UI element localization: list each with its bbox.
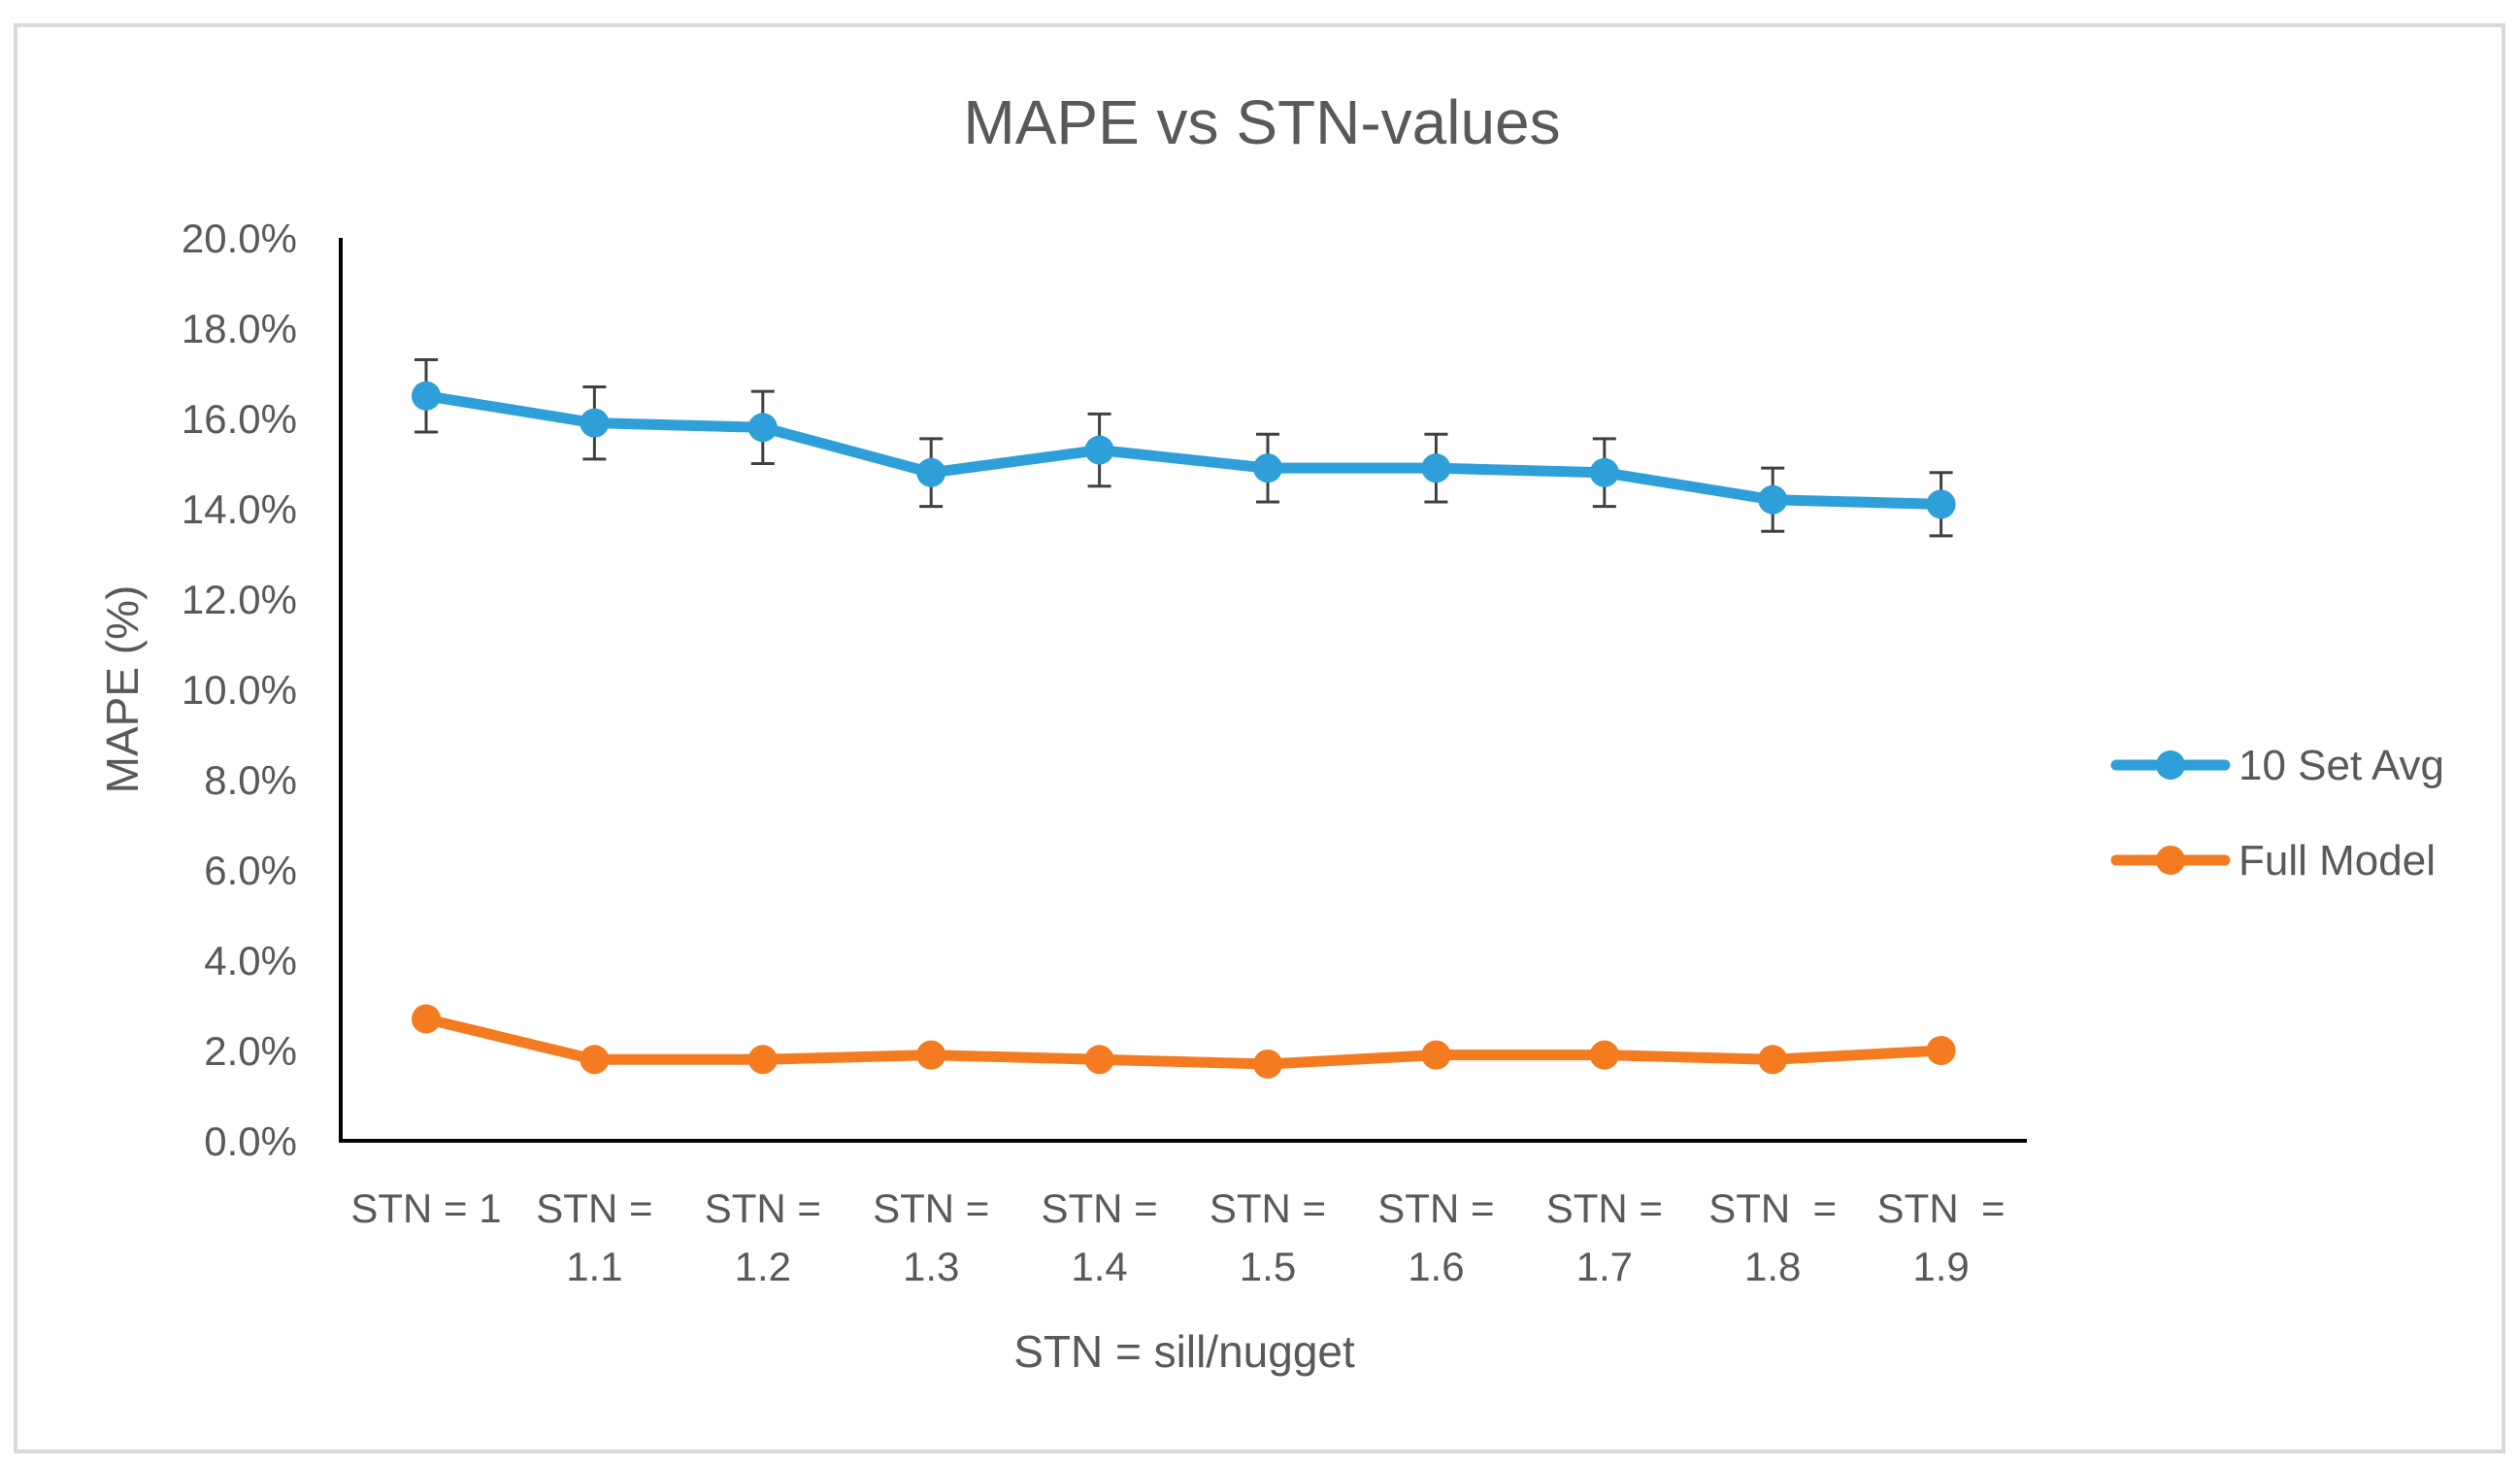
series-line — [420, 390, 1947, 510]
legend-item: 10 Set Avg — [2110, 742, 2444, 789]
data-point — [1084, 1045, 1114, 1075]
data-point — [412, 1004, 441, 1034]
x-tick-label: STN = — [1877, 1185, 2006, 1231]
x-tick-label-line2: 1.1 — [566, 1244, 622, 1289]
data-point — [916, 1040, 946, 1070]
x-tick-label-line2: 1.2 — [735, 1244, 791, 1289]
x-tick-label: STN = 1 — [350, 1185, 501, 1231]
y-tick-label: 20.0% — [182, 216, 297, 261]
x-tick-label: STN = — [1210, 1185, 1326, 1231]
x-tick-label: STN = — [705, 1185, 821, 1231]
x-tick-label-line2: 1.8 — [1744, 1244, 1801, 1289]
data-point — [580, 1045, 610, 1075]
y-tick-label: 0.0% — [204, 1118, 297, 1164]
series-10-set-avg — [412, 358, 1956, 538]
x-axis-label: STN = sill/nugget — [1013, 1326, 1355, 1377]
y-tick-label: 16.0% — [182, 396, 297, 442]
x-tick-label: STN = — [1377, 1185, 1494, 1231]
y-tick-label: 4.0% — [204, 938, 297, 984]
series-full-model — [412, 1004, 1956, 1079]
y-tick-label: 12.0% — [182, 577, 297, 622]
data-point — [1253, 1049, 1282, 1079]
x-tick-label: STN = — [536, 1185, 652, 1231]
x-tick-label: STN = — [873, 1185, 989, 1231]
data-point — [1589, 457, 1619, 487]
data-point — [1758, 1045, 1788, 1075]
data-point — [412, 381, 441, 411]
data-point — [1421, 453, 1451, 483]
y-tick-label: 6.0% — [204, 848, 297, 893]
y-axis-ticks: 0.0% 2.0% 4.0% 6.0% 8.0% 10.0% 12.0% 14.0% 16.0%… — [182, 216, 297, 1164]
x-tick-label-line2: 1.4 — [1071, 1244, 1127, 1289]
y-tick-label: 8.0% — [204, 757, 297, 803]
data-point — [1758, 484, 1788, 515]
data-point — [1589, 1040, 1619, 1070]
y-tick-label: 10.0% — [182, 667, 297, 713]
series-line — [420, 1013, 1947, 1070]
legend-item: Full Model — [2110, 837, 2436, 884]
data-point — [1926, 489, 1956, 519]
series-layer — [412, 358, 1956, 1079]
data-point — [916, 457, 946, 487]
legend-swatch-marker — [2156, 750, 2185, 780]
legend-label: Full Model — [2238, 837, 2436, 884]
y-tick-label: 18.0% — [182, 306, 297, 351]
y-axis-label: MAPE (%) — [97, 585, 148, 794]
x-tick-label-line2: 1.5 — [1240, 1244, 1296, 1289]
data-point — [580, 408, 610, 438]
legend-label: 10 Set Avg — [2238, 742, 2444, 789]
y-tick-label: 2.0% — [204, 1028, 297, 1074]
chart-frame — [14, 23, 2505, 1453]
x-tick-label: STN = — [1708, 1185, 1837, 1231]
x-tick-label-line2: 1.6 — [1408, 1244, 1464, 1289]
x-tick-label-line2: 1.7 — [1576, 1244, 1633, 1289]
data-point — [1253, 453, 1282, 483]
x-tick-label-line2: 1.9 — [1912, 1244, 1969, 1289]
legend-swatch-marker — [2156, 846, 2185, 875]
data-point — [747, 413, 778, 443]
x-tick-label: STN = — [1546, 1185, 1663, 1231]
x-tick-label: STN = — [1041, 1185, 1157, 1231]
data-point — [1421, 1040, 1451, 1070]
chart-title: MAPE vs STN-values — [963, 87, 1560, 157]
legend: 10 Set Avg Full Model — [2110, 742, 2444, 884]
y-tick-label: 14.0% — [182, 486, 297, 532]
x-tick-label-line2: 1.3 — [903, 1244, 959, 1289]
data-point — [747, 1045, 778, 1075]
data-point — [1926, 1036, 1956, 1065]
data-point — [1084, 435, 1114, 465]
x-axis-ticks: STN = 1 STN = 1.1 STN = 1.2 STN = 1.3 STN = 1.4 S… — [350, 1185, 2005, 1289]
